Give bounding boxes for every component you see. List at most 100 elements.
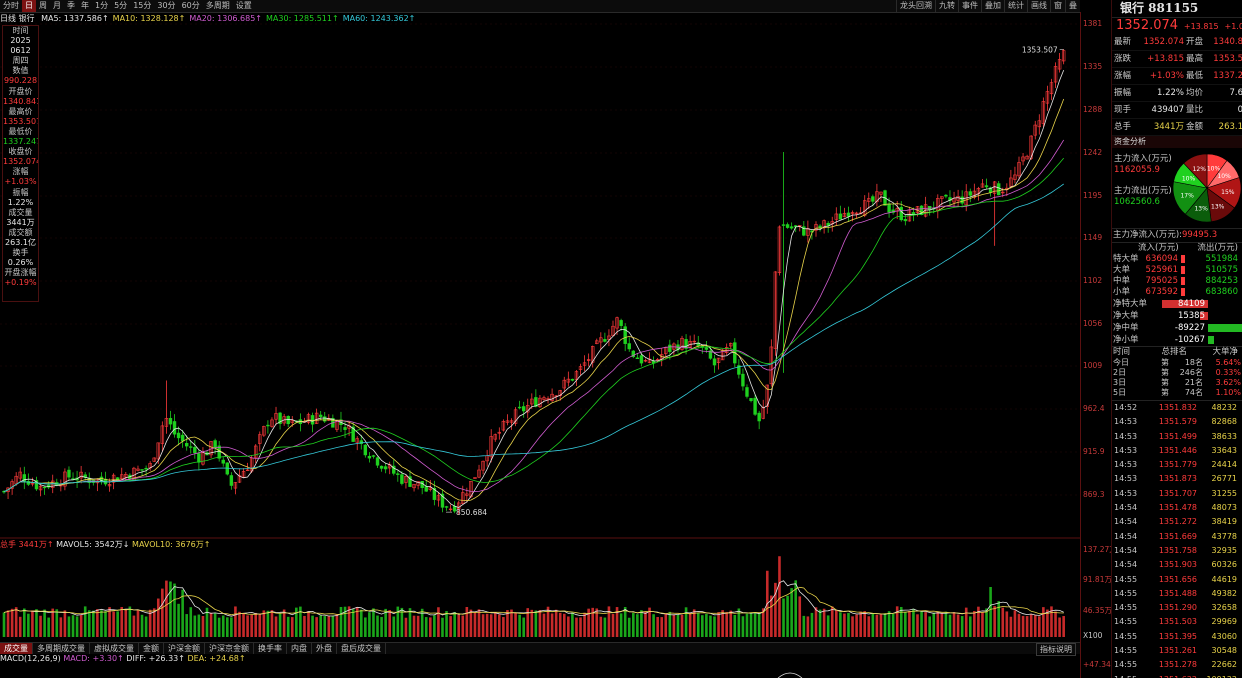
toolbar-tool[interactable]: 叠 [1065, 0, 1080, 12]
volume-bar [469, 609, 473, 637]
tick-time: 14:53 [1114, 474, 1138, 484]
period-tab[interactable]: 1分 [95, 1, 109, 10]
period-tab[interactable]: 5分 [114, 1, 128, 10]
candle-body [34, 480, 39, 490]
volume-bar [814, 607, 818, 637]
candle-body [668, 344, 672, 352]
candle-body [842, 213, 847, 218]
volume-bar [924, 612, 927, 637]
indicator-tab[interactable]: 盘后成交量 [337, 643, 386, 654]
volume-bar [1021, 615, 1025, 637]
candle-body [526, 405, 530, 413]
volume-bar [920, 610, 923, 637]
candle-body [838, 213, 843, 220]
candle-body [201, 452, 205, 465]
period-tab[interactable]: 季 [67, 1, 75, 10]
rank-period: 3日 [1113, 378, 1127, 387]
period-tab[interactable]: 设置 [235, 1, 252, 10]
volume-bar [35, 609, 38, 637]
period-tab[interactable]: 15分 [133, 1, 152, 10]
period-tab[interactable]: 多周期 [205, 1, 230, 10]
candle-body [436, 495, 441, 501]
candle-body [716, 357, 721, 363]
volume-bar [23, 608, 26, 637]
order-outflow: 510575 [1205, 265, 1238, 275]
toolbar-tool[interactable]: 窗 [1050, 0, 1065, 12]
volume-bar [940, 613, 944, 637]
indicator-tab[interactable]: 成交量 [0, 643, 33, 654]
ma-line-30 [3, 157, 1065, 493]
quote-row: 涨跌 +13.815 最高 1353.5 [1112, 51, 1242, 68]
tick-list[interactable]: 14:52 1351.832 48232 14:53 1351.579 82868 14:5… [1112, 400, 1242, 678]
ma-legend-item: MA60: 1243.362↑ [342, 14, 416, 23]
toolbar-tool[interactable]: 龙头回溯 [896, 0, 935, 12]
kline-chart[interactable]: 1353.507 850.684 [0, 0, 1080, 678]
candle-body [193, 447, 197, 454]
period-tab[interactable]: 60分 [181, 1, 200, 10]
candle-body [789, 226, 794, 229]
indicator-tab[interactable]: 虚拟成交量 [90, 643, 139, 654]
indicator-tab[interactable]: 多周期成交量 [33, 643, 90, 654]
volume-bar [944, 611, 948, 637]
toolbar-tool[interactable]: 事件 [958, 0, 981, 12]
candle-body [241, 471, 246, 478]
candle-body [22, 474, 26, 482]
rank-pct: 3.62% [1215, 378, 1241, 387]
indicator-tab[interactable]: 沪深京金额 [205, 643, 254, 654]
volume-bar [140, 614, 144, 637]
tick-row: 14:53 1351.873 26771 [1112, 472, 1242, 486]
period-tab[interactable]: 月 [53, 1, 61, 10]
indicator-tab[interactable]: 换手率 [254, 643, 287, 654]
indicator-tab[interactable]: 外盘 [312, 643, 337, 654]
period-tab[interactable]: 分时 [3, 1, 19, 10]
period-tab[interactable]: 周 [39, 1, 47, 10]
period-tab[interactable]: 日 [22, 0, 36, 12]
volume-bar [550, 613, 554, 637]
volume-bar [668, 611, 672, 637]
order-row: 中单 795025 884253 [1112, 276, 1242, 287]
volume-bar [83, 606, 87, 637]
rank-position: 246名 [1179, 368, 1203, 377]
candle-body [534, 397, 538, 407]
volume-bar [388, 610, 391, 637]
rank-period: 今日 [1113, 358, 1129, 367]
volume-bar [368, 612, 371, 637]
candle-body [168, 418, 173, 425]
quote-label: 金额 [1186, 122, 1204, 132]
volume-bar [530, 609, 534, 637]
inflow-marker [1181, 277, 1185, 285]
indicator-tab[interactable]: 沪深金额 [164, 643, 205, 654]
indicator-help-button[interactable]: 指标说明 [1036, 643, 1076, 656]
volume-bar [985, 608, 988, 637]
ma-line-20 [3, 139, 1065, 493]
toolbar-tool[interactable]: 叠加 [981, 0, 1004, 12]
volume-bar [615, 607, 619, 637]
toolbar-tool[interactable]: 九转 [935, 0, 958, 12]
toolbar-tool[interactable]: 统计 [1004, 0, 1027, 12]
candle-body [274, 413, 278, 420]
volume-bar [956, 614, 960, 637]
volume-bar [453, 612, 456, 637]
toolbar-tool[interactable]: 画线 [1027, 0, 1050, 12]
candle-body [538, 397, 542, 408]
candle-body [558, 390, 562, 397]
candle-body [960, 196, 964, 204]
candle-body [310, 415, 315, 425]
period-tab[interactable]: 年 [81, 1, 89, 10]
volume-bar [526, 608, 530, 637]
volume-bar [303, 615, 306, 637]
indicator-tab[interactable]: 内盘 [287, 643, 312, 654]
volume-bar [778, 556, 781, 637]
volume-bar [652, 614, 655, 637]
volume-axis-label: 91.81万 [1083, 575, 1112, 584]
fund-analysis-header[interactable]: 资金分析 [1112, 136, 1242, 148]
order-inflow: 795025 [1145, 276, 1178, 286]
rank-position: 74名 [1184, 388, 1203, 397]
volume-bar [964, 607, 968, 637]
period-tab[interactable]: 30分 [157, 1, 176, 10]
volume-bar [968, 616, 972, 637]
volume-bar [404, 617, 408, 637]
toolbar-tools: 龙头回溯 九转 事件 叠加 统计 画线窗叠 [896, 0, 1080, 12]
indicator-tab[interactable]: 金额 [139, 643, 164, 654]
macd-axis-label: +47.34 [1083, 660, 1111, 669]
